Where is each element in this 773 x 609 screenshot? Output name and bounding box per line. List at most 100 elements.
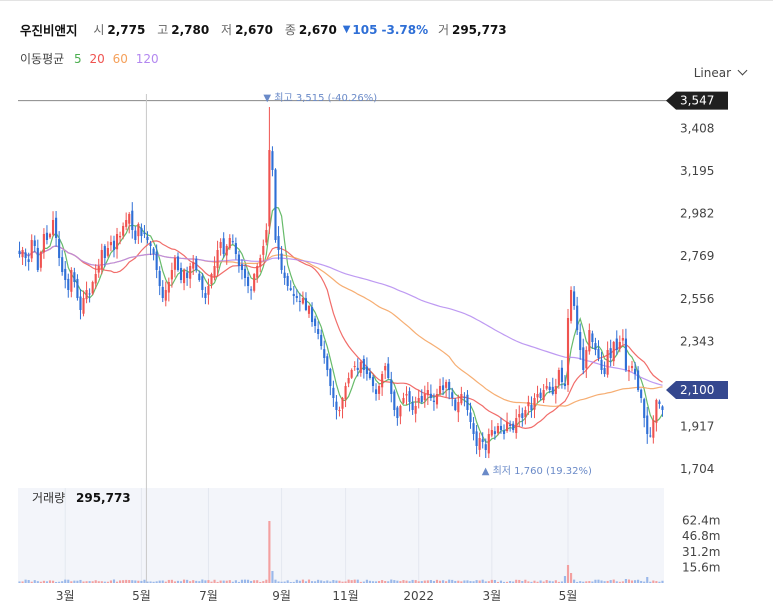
volume-bar: [119, 580, 122, 583]
candle-body: [481, 439, 484, 442]
candle: [472, 417, 475, 441]
candle-body: [374, 389, 378, 394]
candle-body: [569, 290, 573, 321]
candle-body: [213, 266, 216, 278]
volume-bar: [58, 581, 61, 583]
volume-bar: [237, 581, 240, 583]
volume-bar: [597, 579, 600, 583]
volume-bar: [606, 580, 609, 583]
candle-body: [155, 251, 158, 270]
volume-bar: [585, 581, 588, 583]
volume-bar: [350, 580, 353, 583]
candle-body: [475, 431, 478, 446]
candle-body: [408, 391, 411, 402]
candle-body: [76, 278, 79, 298]
x-axis-label: 2022: [403, 589, 434, 603]
candle-body: [378, 386, 381, 394]
volume-bar: [621, 581, 624, 583]
candle-body: [518, 414, 521, 418]
volume-bar: [253, 580, 256, 583]
candle: [554, 378, 557, 404]
open-label: 시: [93, 23, 105, 37]
candle-body: [542, 390, 545, 401]
candle-body: [79, 296, 82, 310]
candle: [411, 396, 414, 415]
candle: [463, 392, 466, 407]
volume-bar: [103, 581, 106, 583]
candle-body: [463, 397, 466, 399]
candle-body: [58, 239, 61, 258]
candle-body: [445, 382, 448, 388]
candle: [173, 255, 176, 278]
candle-body: [164, 290, 167, 301]
candle-body: [484, 444, 487, 450]
candle: [228, 234, 231, 250]
candle-body: [487, 434, 490, 454]
candle: [298, 292, 301, 312]
candle-body: [320, 334, 323, 346]
volume-bar: [521, 581, 524, 583]
candle-body: [621, 338, 624, 341]
volume-bar: [502, 581, 506, 583]
volume-bar: [442, 580, 445, 583]
volume-bar: [97, 581, 100, 583]
ma-line-5: [19, 206, 664, 443]
volume-bar: [481, 579, 484, 583]
candle: [323, 340, 326, 364]
candle: [603, 361, 606, 377]
candle-body: [265, 230, 268, 243]
candle-body: [158, 270, 161, 286]
candle: [55, 211, 58, 247]
volume-bar: [76, 580, 79, 583]
candle-body: [195, 258, 198, 270]
volume-bar: [451, 579, 454, 583]
volume-bar: [378, 580, 381, 583]
candle: [112, 235, 116, 258]
volume-bar: [435, 579, 439, 583]
volume-bar: [286, 580, 289, 583]
candle-body: [530, 404, 533, 410]
candle: [222, 232, 225, 258]
volume-bar: [560, 581, 563, 583]
moving-average-legend[interactable]: 이동평균 5 20 60 120: [20, 50, 163, 67]
volume-bar: [545, 580, 548, 583]
volume-bar: [420, 581, 423, 583]
candle: [18, 241, 21, 258]
price-header: 우진비앤지 시 2,775 고 2,780 저 2,670 종 2,670 ▼ 105 -3…: [20, 20, 515, 40]
candle-body: [493, 431, 496, 434]
candle: [292, 285, 295, 305]
candle: [518, 405, 521, 427]
candles: [18, 107, 664, 459]
candle: [408, 387, 411, 412]
candle-body: [115, 234, 119, 250]
candle: [277, 226, 280, 260]
volume-bar: [112, 579, 116, 583]
candle-body: [48, 234, 52, 238]
candle: [368, 367, 372, 380]
volume-bar: [658, 581, 661, 583]
candle-body: [271, 151, 274, 170]
candle-body: [304, 298, 308, 310]
volume-bar: [152, 581, 155, 583]
candle: [152, 247, 155, 261]
candle: [344, 382, 347, 408]
volume-bar: [615, 581, 618, 583]
candle-body: [353, 366, 356, 368]
candle-body: [109, 242, 113, 246]
volume-bar: [633, 580, 637, 583]
volume-bar: [518, 579, 521, 583]
candle: [76, 274, 79, 301]
candle: [164, 281, 167, 307]
volume-bar: [125, 579, 128, 583]
candle: [582, 338, 585, 375]
volume-bar: [612, 579, 615, 583]
candle-body: [106, 248, 109, 256]
volume-bar: [371, 581, 375, 583]
candle: [286, 273, 289, 291]
candle: [240, 259, 244, 280]
high-line-badge: [666, 91, 728, 110]
scale-selector[interactable]: Linear: [694, 65, 748, 80]
volume-bar: [515, 579, 518, 583]
volume-bar: [493, 580, 496, 583]
